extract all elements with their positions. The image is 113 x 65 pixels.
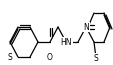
Text: N: N: [82, 22, 88, 32]
Text: O: O: [47, 53, 52, 61]
Text: HN: HN: [60, 38, 71, 46]
Text: S: S: [8, 53, 12, 61]
Text: S: S: [93, 53, 98, 63]
